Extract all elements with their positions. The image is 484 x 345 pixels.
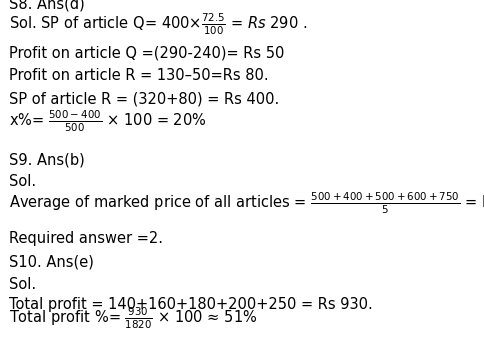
Text: S9. Ans(b): S9. Ans(b) [9, 152, 85, 167]
Text: Total profit = 140+160+180+200+250 = Rs 930.: Total profit = 140+160+180+200+250 = Rs … [9, 297, 373, 312]
Text: S10. Ans(e): S10. Ans(e) [9, 255, 93, 270]
Text: Total profit %= $\frac{930}{1820}$ × 100 ≈ 51%: Total profit %= $\frac{930}{1820}$ × 100… [9, 306, 257, 331]
Text: Profit on article Q =(290-240)= Rs 50: Profit on article Q =(290-240)= Rs 50 [9, 45, 284, 60]
Text: Sol. SP of article Q= 400×$\frac{72.5}{100}$ = $\mathit{Rs}$ 290 .: Sol. SP of article Q= 400×$\frac{72.5}{1… [9, 12, 307, 37]
Text: Sol.: Sol. [9, 277, 36, 292]
Text: S8. Ans(d): S8. Ans(d) [9, 0, 85, 12]
Text: x%= $\frac{500-400}{500}$ × 100 = 20%: x%= $\frac{500-400}{500}$ × 100 = 20% [9, 109, 206, 134]
Text: Profit on article R = 130–50=Rs 80.: Profit on article R = 130–50=Rs 80. [9, 68, 268, 83]
Text: SP of article R = (320+80) = Rs 400.: SP of article R = (320+80) = Rs 400. [9, 92, 279, 107]
Text: Average of marked price of all articles = $\frac{500+400+500+600+750}{5}$ = Rs 5: Average of marked price of all articles … [9, 190, 484, 216]
Text: Required answer =2.: Required answer =2. [9, 231, 163, 246]
Text: Sol.: Sol. [9, 175, 36, 189]
